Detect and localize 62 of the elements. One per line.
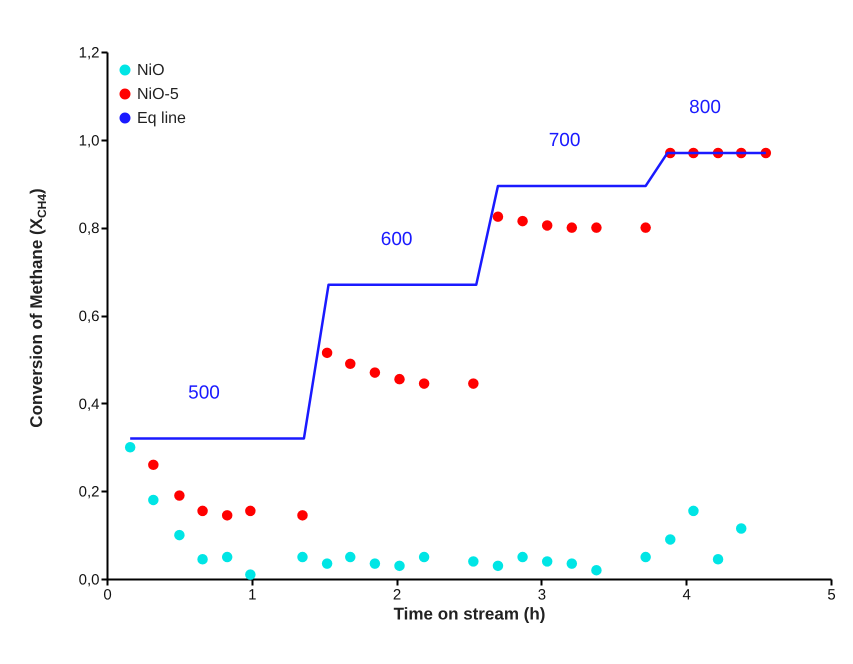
point: [640, 552, 651, 562]
legend-label: Eq line: [137, 110, 186, 127]
x-axis-title: Time on stream (h): [394, 604, 546, 624]
point: [542, 220, 552, 231]
point: [712, 554, 724, 564]
point: [591, 564, 602, 576]
point: [468, 556, 479, 567]
point: [174, 490, 185, 501]
point: [322, 558, 332, 569]
point: [468, 378, 479, 389]
x-tick-label: 5: [827, 586, 836, 604]
point: [418, 378, 430, 389]
point: [245, 506, 256, 516]
point: [245, 569, 256, 580]
point: [370, 558, 380, 569]
x-tick-label: 4: [682, 586, 691, 604]
x-tick-label: 1: [248, 586, 256, 604]
y-tick-label: 1,2: [78, 44, 100, 62]
y-tick-label: 0,0: [78, 572, 100, 588]
y-tick-label: 1,0: [78, 132, 100, 150]
point: [197, 506, 208, 516]
point: [688, 506, 699, 516]
point: [345, 552, 356, 562]
point: [566, 558, 578, 569]
point: [566, 222, 578, 233]
point: [665, 534, 676, 545]
point: [370, 367, 380, 378]
point: [322, 348, 332, 358]
point: [197, 554, 208, 564]
point: [345, 358, 356, 370]
annotation: 600: [380, 228, 412, 250]
point: [222, 510, 232, 521]
point: [148, 460, 159, 470]
point: [222, 552, 232, 562]
point: [591, 222, 602, 233]
point: [174, 530, 185, 540]
legend-label: NiO: [137, 62, 165, 79]
point: [542, 556, 552, 567]
x-tick-label: 0: [103, 586, 112, 604]
x-tick-label: 3: [538, 586, 546, 604]
y-tick-label: 0,8: [78, 220, 100, 238]
y-tick-label: 0,2: [78, 484, 100, 501]
point: [492, 560, 504, 572]
point: [297, 552, 308, 562]
point: [297, 510, 308, 521]
legend-label: NiO-5: [137, 86, 179, 103]
point: [492, 211, 504, 222]
y-tick-label: 0,4: [78, 396, 100, 413]
point: [640, 222, 651, 233]
annotation: 500: [188, 382, 220, 404]
point: [124, 442, 136, 452]
point: [394, 374, 405, 384]
point: [148, 494, 159, 506]
point: [517, 216, 528, 226]
x-tick-label: 2: [392, 586, 402, 604]
y-tick-label: 0,6: [78, 308, 100, 325]
annotation: 700: [548, 130, 580, 151]
point: [418, 552, 430, 562]
point: [517, 552, 528, 562]
point: [736, 523, 746, 534]
point: [394, 560, 405, 572]
annotation: 800: [689, 97, 721, 118]
